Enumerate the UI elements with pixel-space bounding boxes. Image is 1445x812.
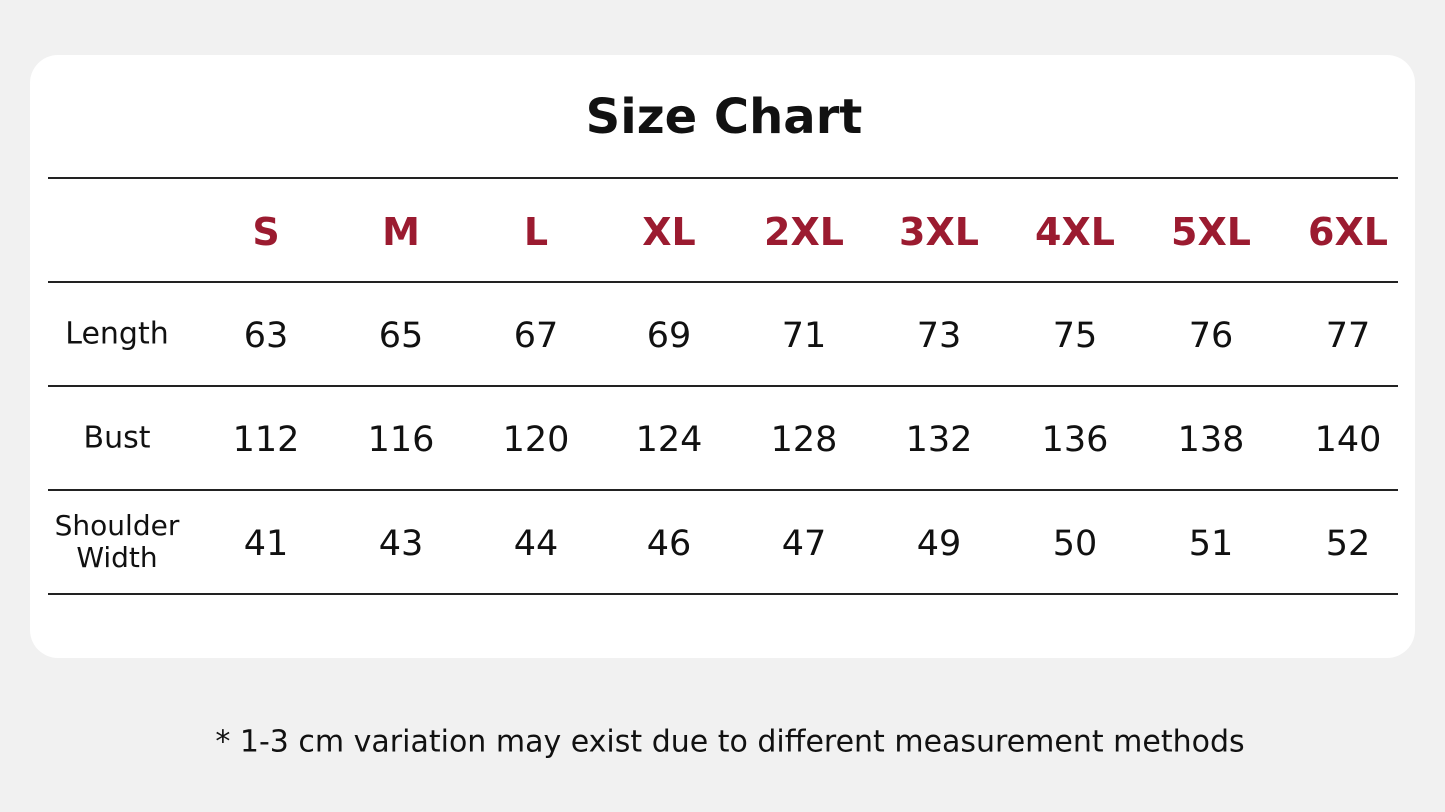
cell-value: 75 (1052, 316, 1098, 356)
cell-value: 112 (232, 420, 300, 460)
cell-value: 138 (1177, 420, 1245, 460)
row-label: Bust (83, 420, 151, 456)
cell-value: 63 (243, 316, 289, 356)
row-label: Length (65, 316, 169, 352)
size-header: 5XL (1171, 210, 1251, 254)
cell-value: 69 (646, 316, 692, 356)
size-header: S (252, 210, 280, 254)
note: * 1-3 cm variation may exist due to diff… (215, 724, 1245, 760)
cell-value: 49 (916, 524, 962, 564)
cell-value: 73 (916, 316, 962, 356)
cell-value: 136 (1041, 420, 1109, 460)
size-header: XL (642, 210, 696, 254)
cell-value: 43 (378, 524, 424, 564)
cell-value: 46 (646, 524, 692, 564)
cell-value: 120 (502, 420, 570, 460)
cell-value: 76 (1188, 316, 1234, 356)
title: Size Chart (585, 89, 863, 145)
cell-value: 50 (1052, 524, 1098, 564)
rule (48, 281, 1398, 283)
cell-value: 52 (1325, 524, 1371, 564)
cell-value: 67 (513, 316, 559, 356)
cell-value: 124 (635, 420, 703, 460)
size-header: 3XL (899, 210, 979, 254)
size-header: 6XL (1308, 210, 1388, 254)
size-header: M (382, 210, 420, 254)
cell-value: 65 (378, 316, 424, 356)
cell-value: 51 (1188, 524, 1234, 564)
rule (48, 385, 1398, 387)
rule (48, 489, 1398, 491)
size-header: 2XL (764, 210, 844, 254)
cell-value: 116 (367, 420, 435, 460)
cell-value: 132 (905, 420, 973, 460)
row-label: Shoulder Width (54, 509, 180, 574)
card (30, 55, 1415, 658)
cell-value: 47 (781, 524, 827, 564)
rule (48, 177, 1398, 179)
cell-value: 140 (1314, 420, 1382, 460)
cell-value: 71 (781, 316, 827, 356)
cell-value: 77 (1325, 316, 1371, 356)
cell-value: 128 (770, 420, 838, 460)
rule (48, 593, 1398, 595)
cell-value: 44 (513, 524, 559, 564)
size-header: L (523, 210, 549, 254)
size-header: 4XL (1035, 210, 1115, 254)
cell-value: 41 (243, 524, 289, 564)
